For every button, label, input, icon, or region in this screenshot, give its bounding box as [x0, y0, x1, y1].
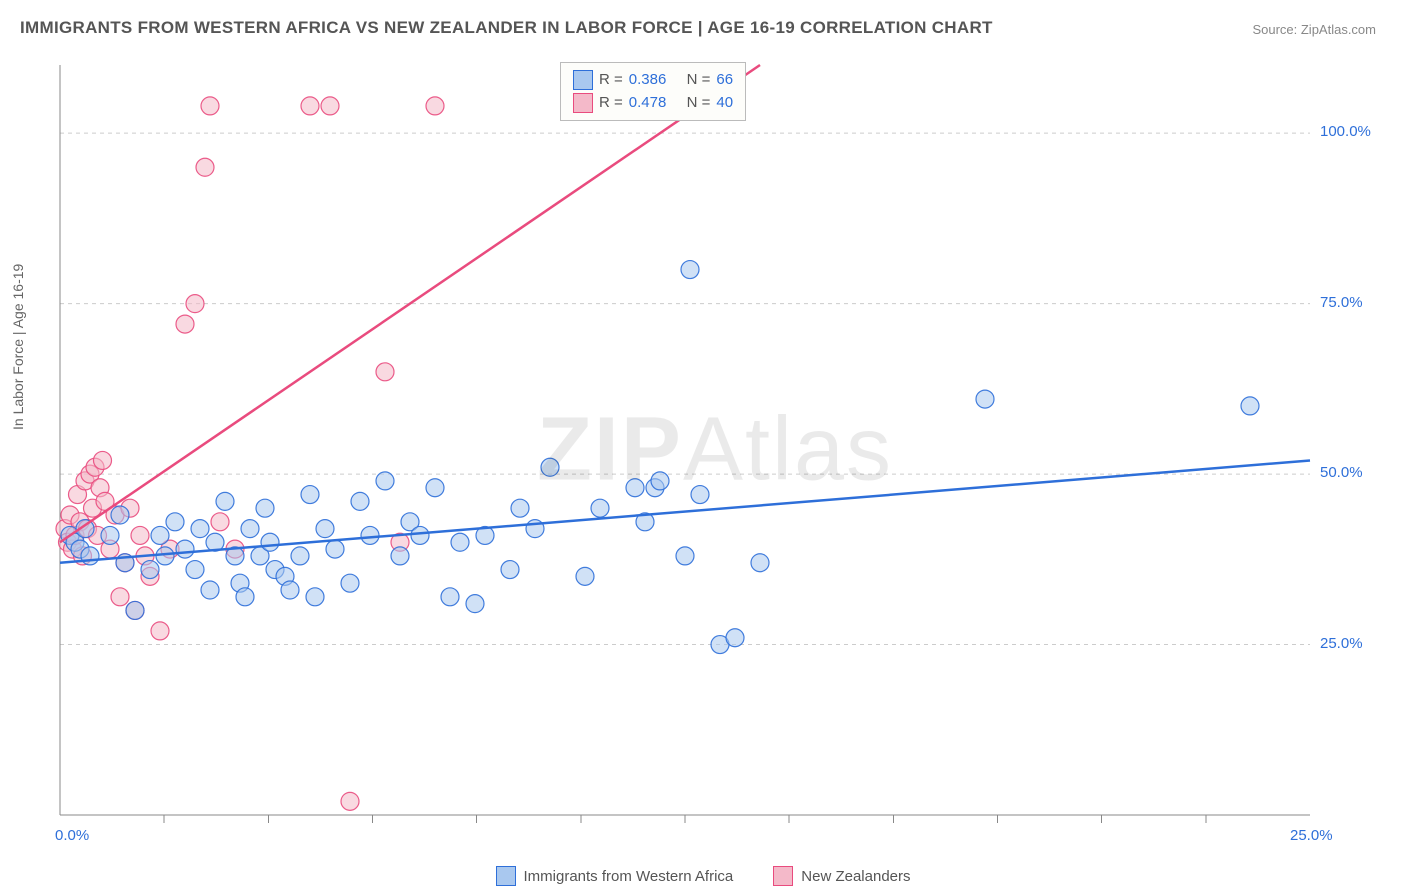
source-label: Source:: [1252, 22, 1300, 37]
chart-svg: [50, 55, 1380, 845]
legend-swatch-2: [573, 93, 593, 113]
x-tick-label: 0.0%: [55, 827, 89, 844]
r-label-1: R =: [599, 69, 623, 92]
r-value-2: 0.478: [629, 92, 667, 115]
n-value-2: 40: [716, 92, 733, 115]
legend-label-series2: New Zealanders: [801, 868, 910, 885]
series-legend: Immigrants from Western Africa New Zeala…: [0, 866, 1406, 886]
legend-row-2: R = 0.478 N = 40: [573, 92, 733, 115]
legend-item-1: Immigrants from Western Africa: [496, 866, 734, 886]
chart-title: IMMIGRANTS FROM WESTERN AFRICA VS NEW ZE…: [20, 18, 993, 38]
source-name: ZipAtlas.com: [1301, 22, 1376, 37]
y-tick-label: 75.0%: [1320, 294, 1363, 311]
legend-swatch-series2: [773, 866, 793, 886]
r-value-1: 0.386: [629, 69, 667, 92]
scatter-plot: ZIPAtlas: [50, 55, 1380, 845]
legend-row-1: R = 0.386 N = 66: [573, 69, 733, 92]
source-credit: Source: ZipAtlas.com: [1252, 22, 1376, 37]
legend-label-series1: Immigrants from Western Africa: [524, 868, 734, 885]
y-tick-label: 100.0%: [1320, 123, 1371, 140]
y-tick-label: 50.0%: [1320, 464, 1363, 481]
legend-swatch-1: [573, 70, 593, 90]
legend-swatch-series1: [496, 866, 516, 886]
y-tick-label: 25.0%: [1320, 635, 1363, 652]
x-tick-label: 25.0%: [1290, 827, 1333, 844]
n-value-1: 66: [716, 69, 733, 92]
r-label-2: R =: [599, 92, 623, 115]
n-label-1: N =: [687, 69, 711, 92]
n-label-2: N =: [687, 92, 711, 115]
y-axis-label: In Labor Force | Age 16-19: [10, 264, 26, 430]
correlation-legend: R = 0.386 N = 66 R = 0.478 N = 40: [560, 62, 746, 121]
legend-item-2: New Zealanders: [773, 866, 910, 886]
